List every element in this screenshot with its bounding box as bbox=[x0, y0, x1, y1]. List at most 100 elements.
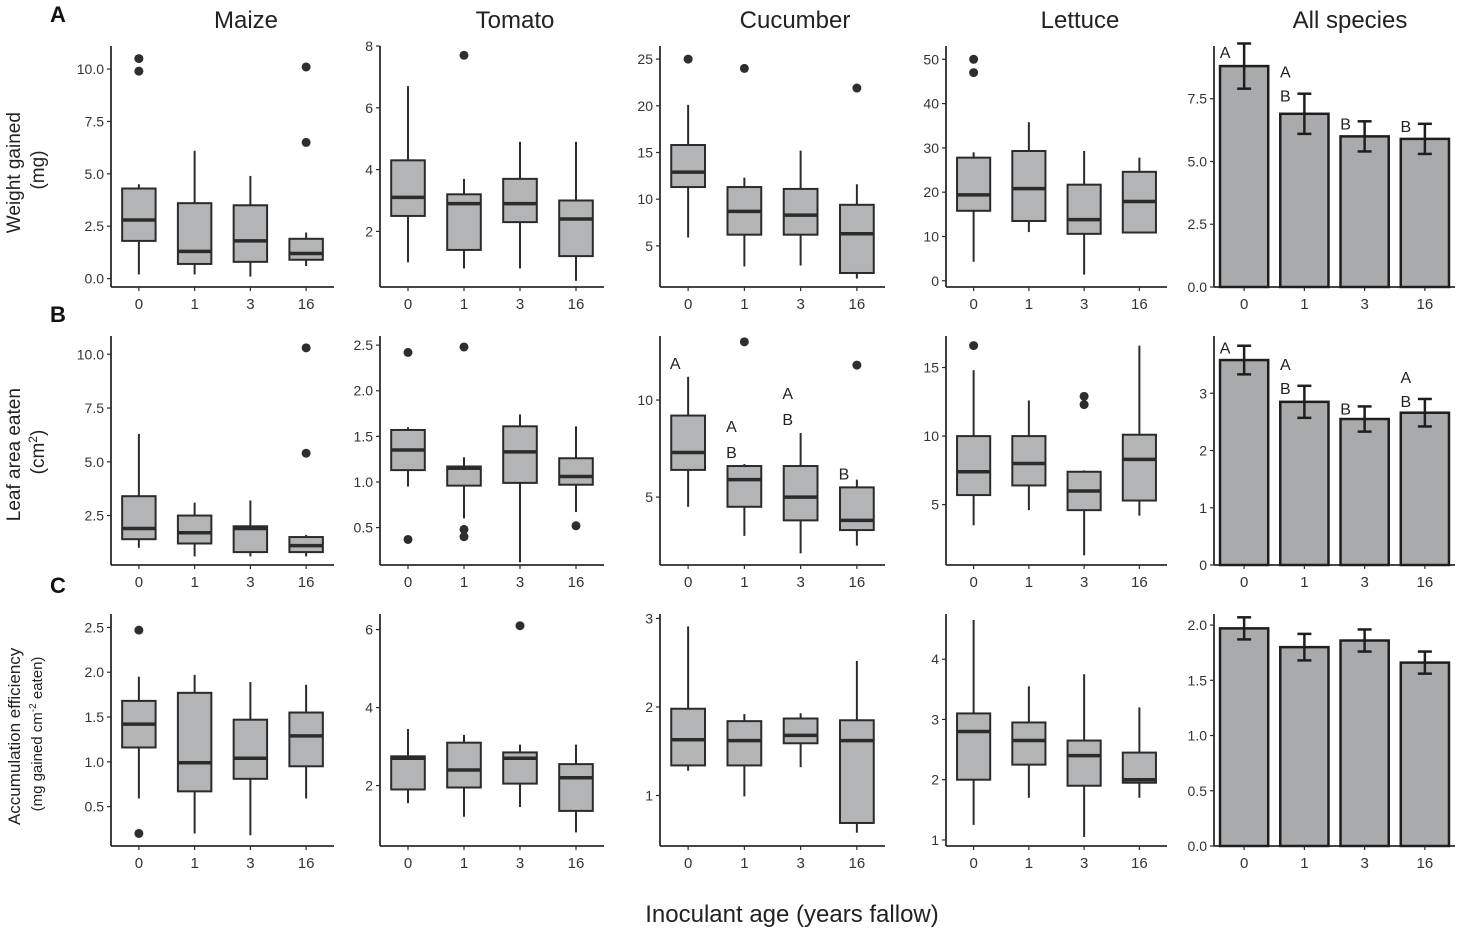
panel-3-lettuce-y-tick-label: 4 bbox=[931, 651, 939, 667]
panel-1-cucumber-outlier bbox=[739, 63, 749, 73]
panel-2-lettuce-x-tick-label: 1 bbox=[1025, 574, 1033, 591]
panel-2-cucumber-y-tick-label: 10 bbox=[637, 392, 653, 408]
panel-1-maize-y-tick-label: 5.0 bbox=[85, 166, 105, 182]
panel-1-cucumber-x-tick-label: 16 bbox=[849, 296, 866, 313]
panel-1-cucumber-box-16 bbox=[839, 203, 875, 274]
panel-3-lettuce-box-0 bbox=[956, 712, 992, 781]
panel-3-tomato-y-tick-label: 6 bbox=[365, 622, 373, 638]
panel-1-tomato-x-tick-label: 16 bbox=[568, 296, 585, 313]
panel-1-cucumber-y-tick-label: 10 bbox=[637, 191, 653, 207]
panel-2-lettuce-y-tick-label: 15 bbox=[923, 360, 939, 376]
panel-3-all-species-bar-1 bbox=[1279, 645, 1330, 848]
panel-2-cucumber-x-tick-label: 3 bbox=[796, 574, 804, 591]
panel-2-cucumber-box-16 bbox=[839, 486, 875, 532]
panel-2-cucumber-sig-letter: A bbox=[782, 386, 793, 403]
panel-3-lettuce-y-tick-label: 3 bbox=[931, 711, 939, 727]
panel-3-all-species-x-tick-label: 0 bbox=[1240, 855, 1248, 872]
panel-2-tomato-box-3 bbox=[502, 425, 538, 484]
panel-2-tomato-x-tick-label: 3 bbox=[516, 574, 524, 591]
panel-1-tomato-outlier bbox=[459, 50, 469, 60]
panel-2-cucumber-sig-letter: B bbox=[839, 466, 850, 483]
panel-2-all-species-x-tick-label: 3 bbox=[1360, 574, 1368, 591]
panel-3-cucumber-box-16 bbox=[839, 719, 875, 824]
panel-2-tomato-outlier bbox=[459, 532, 469, 542]
panel-2-tomato-box-1 bbox=[446, 465, 482, 487]
ylabel-leaf-area: Leaf area eaten (cm2) bbox=[4, 383, 49, 521]
panel-2-all-species-sig-letter: A bbox=[1220, 341, 1231, 358]
panel-3-lettuce-x-tick-label: 16 bbox=[1131, 855, 1148, 872]
panel-3-maize-box-16 bbox=[288, 711, 324, 768]
panel-2-all-species-sig-letter: B bbox=[1340, 401, 1351, 418]
panel-2-cucumber-box-3 bbox=[782, 465, 819, 522]
panel-1-all-species-sig-letter: A bbox=[1280, 65, 1291, 82]
panel-2-tomato-outlier bbox=[403, 347, 413, 357]
panel-1-tomato: 2 4 6 8 0 1 3 16 bbox=[365, 38, 604, 313]
panel-1-lettuce-y-tick-label: 20 bbox=[923, 184, 939, 200]
panel-1-all-species-y-tick-label: 5.0 bbox=[1188, 153, 1208, 169]
panel-2-maize-outlier bbox=[301, 343, 311, 353]
panel-3-lettuce-box-1 bbox=[1011, 721, 1047, 766]
panel-1-all-species-x-tick-label: 3 bbox=[1360, 296, 1368, 313]
ylabel-weight: Weight gained (mg) bbox=[4, 107, 49, 233]
panel-3-cucumber-y-tick-label: 2 bbox=[645, 699, 653, 715]
panel-1-tomato-box-0 bbox=[390, 159, 426, 217]
panel-3-all-species-x-tick-label: 16 bbox=[1417, 855, 1434, 872]
panel-3-tomato-box-0 bbox=[390, 755, 426, 791]
panel-2-tomato-y-tick-label: 1.5 bbox=[354, 428, 374, 444]
panel-1-maize-outlier bbox=[134, 54, 144, 64]
panel-1-all-species-x-tick-label: 0 bbox=[1240, 296, 1248, 313]
panel-3-maize: 0.5 1.0 1.5 2.0 2.5 0 1 3 16 bbox=[85, 614, 334, 872]
panel-3-maize-y-tick-label: 0.5 bbox=[85, 799, 105, 815]
panel-1-all-species-y-tick-label: 7.5 bbox=[1188, 91, 1208, 107]
panel-2-lettuce-box-16 bbox=[1121, 433, 1157, 502]
panel-2-tomato-outlier bbox=[459, 524, 469, 534]
panel-2-all-species-bar-16 bbox=[1399, 411, 1451, 567]
panel-1-tomato-y-tick-label: 6 bbox=[365, 100, 373, 116]
panel-2-cucumber-sig-letter: B bbox=[726, 445, 737, 462]
panel-3-cucumber-x-tick-label: 1 bbox=[740, 855, 748, 872]
panel-1-all-species-bar-16 bbox=[1399, 137, 1451, 289]
panel-2-cucumber-x-tick-label: 0 bbox=[684, 574, 692, 591]
panel-1-all-species-y-tick-label: 2.5 bbox=[1188, 216, 1208, 232]
panel-2-tomato-outlier bbox=[459, 342, 469, 352]
panel-1-tomato-x-tick-label: 3 bbox=[516, 296, 524, 313]
panel-1-maize-box-16 bbox=[288, 237, 324, 261]
panel-2-all-species-y-tick-label: 0 bbox=[1199, 557, 1207, 573]
panel-1-cucumber-box-0 bbox=[670, 144, 706, 189]
panel-2-maize-box-3 bbox=[232, 525, 269, 554]
panel-3-all-species-y-tick-label: 0.5 bbox=[1188, 783, 1208, 799]
panel-2-cucumber-sig-letter: A bbox=[670, 356, 681, 373]
panel-1-lettuce-y-tick-label: 0 bbox=[931, 273, 939, 289]
panel-1-lettuce: 0 10 20 30 40 50 0 1 3 16 bbox=[923, 46, 1167, 313]
panel-3-all-species-y-tick-label: 2.0 bbox=[1188, 617, 1208, 633]
panel-1-cucumber-x-tick-label: 3 bbox=[796, 296, 804, 313]
panel-2-cucumber-x-tick-label: 1 bbox=[740, 574, 748, 591]
panel-1-all-species-bar-0 bbox=[1218, 64, 1270, 289]
panel-3-all-species-bar-16 bbox=[1399, 661, 1451, 848]
panel-3-tomato-outlier bbox=[515, 621, 525, 631]
panel-2-all-species-sig-letter: B bbox=[1400, 394, 1411, 411]
panel-3-cucumber-box-1 bbox=[726, 720, 763, 767]
panel-3-cucumber-x-tick-label: 0 bbox=[684, 855, 692, 872]
panel-1-maize-box-1 bbox=[176, 202, 213, 265]
panel-2-maize-x-tick-label: 1 bbox=[190, 574, 198, 591]
panel-2-maize-y-tick-label: 7.5 bbox=[85, 400, 105, 416]
ylabel-efficiency: Accumulation efficiency (mg gained cm-2 … bbox=[5, 643, 46, 825]
panel-2-maize-y-tick-label: 2.5 bbox=[85, 508, 105, 524]
row-label-c: C bbox=[50, 573, 66, 598]
panel-1-maize-x-tick-label: 1 bbox=[190, 296, 198, 313]
panel-1-lettuce-box-0 bbox=[956, 156, 992, 212]
panel-2-maize: 2.5 5.0 7.5 10.0 0 1 3 16 bbox=[77, 336, 334, 591]
panel-3-maize-outlier bbox=[134, 828, 144, 838]
panel-2-tomato-y-tick-label: 2.0 bbox=[354, 383, 374, 399]
panel-1-maize-outlier bbox=[301, 137, 311, 147]
panel-2-cucumber-sig-letter: B bbox=[782, 412, 793, 429]
panel-2-all-species-bar-3 bbox=[1339, 417, 1390, 567]
panel-2-tomato-box-16 bbox=[558, 457, 594, 486]
row-label-a: A bbox=[50, 2, 66, 27]
panel-3-lettuce-y-tick-label: 1 bbox=[931, 832, 939, 848]
panel-2-all-species-bar-0 bbox=[1218, 358, 1270, 567]
panel-1-cucumber-box-3 bbox=[782, 187, 819, 236]
